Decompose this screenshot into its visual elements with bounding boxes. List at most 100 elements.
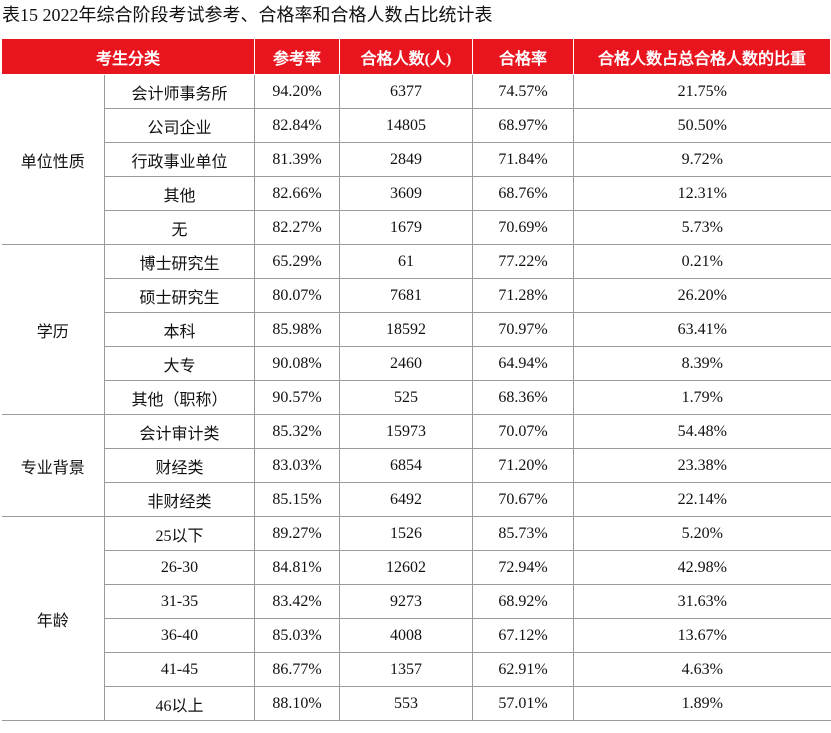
table-row: 行政事业单位 81.39% 2849 71.84% 9.72% xyxy=(2,142,831,177)
pass-share: 63.41% xyxy=(573,312,831,347)
pass-rate: 74.57% xyxy=(472,74,575,109)
participation-rate: 65.29% xyxy=(254,244,341,279)
participation-rate: 83.03% xyxy=(254,448,341,483)
pass-count: 14805 xyxy=(339,108,474,143)
table-row: 学历 博士研究生 65.29% 61 77.22% 0.21% xyxy=(1,244,831,415)
table-row: 46以上 88.10% 553 57.01% 1.89% xyxy=(2,686,831,721)
pass-rate: 57.01% xyxy=(472,686,575,721)
header-row: 考生分类 参考率 合格人数(人) 合格率 合格人数占总合格人数的比重 xyxy=(0,38,831,75)
pass-rate: 64.94% xyxy=(472,346,575,381)
participation-rate: 81.39% xyxy=(254,142,341,177)
pass-count: 1679 xyxy=(339,210,474,245)
table-row: 其他 82.66% 3609 68.76% 12.31% xyxy=(2,176,831,211)
pass-share: 5.73% xyxy=(573,210,831,245)
row-label: 无 xyxy=(103,210,256,245)
participation-rate: 82.27% xyxy=(254,210,341,245)
pass-rate: 68.36% xyxy=(472,380,575,415)
pass-count: 9273 xyxy=(339,584,474,619)
pass-share: 31.63% xyxy=(573,584,831,619)
pass-count: 4008 xyxy=(339,618,474,653)
participation-rate: 84.81% xyxy=(254,550,341,585)
pass-count: 525 xyxy=(339,380,474,415)
table-row: 其他（职称） 90.57% 525 68.36% 1.79% xyxy=(2,380,831,415)
table-row: 本科 85.98% 18592 70.97% 63.41% xyxy=(2,312,831,347)
pass-count: 2460 xyxy=(339,346,474,381)
participation-rate: 86.77% xyxy=(254,652,341,687)
pass-share: 21.75% xyxy=(573,74,831,109)
participation-rate: 83.42% xyxy=(254,584,341,619)
column-header: 考生分类 xyxy=(0,38,256,75)
pass-count: 1526 xyxy=(339,516,474,551)
table-row: 无 82.27% 1679 70.69% 5.73% xyxy=(2,210,831,245)
group-label: 专业背景 xyxy=(1,414,105,517)
pass-share: 4.63% xyxy=(573,652,831,687)
column-header: 合格人数(人) xyxy=(339,38,474,75)
participation-rate: 90.08% xyxy=(254,346,341,381)
row-label: 25以下 xyxy=(103,516,256,551)
row-label: 46以上 xyxy=(103,686,256,721)
pass-rate: 77.22% xyxy=(472,244,575,279)
participation-rate: 88.10% xyxy=(254,686,341,721)
row-label: 会计师事务所 xyxy=(103,74,256,109)
table-row: 41-45 86.77% 1357 62.91% 4.63% xyxy=(2,652,831,687)
pass-share: 1.79% xyxy=(573,380,831,415)
pass-rate: 68.92% xyxy=(472,584,575,619)
row-label: 36-40 xyxy=(103,618,256,653)
pass-rate: 71.84% xyxy=(472,142,575,177)
row-label: 31-35 xyxy=(103,584,256,619)
pass-share: 5.20% xyxy=(573,516,831,551)
row-label: 非财经类 xyxy=(103,482,256,517)
pass-count: 18592 xyxy=(339,312,474,347)
group-label: 单位性质 xyxy=(1,74,105,245)
row-label: 本科 xyxy=(103,312,256,347)
pass-share: 8.39% xyxy=(573,346,831,381)
pass-count: 15973 xyxy=(339,414,474,449)
participation-rate: 82.84% xyxy=(254,108,341,143)
participation-rate: 89.27% xyxy=(254,516,341,551)
pass-share: 1.89% xyxy=(573,686,831,721)
column-header: 参考率 xyxy=(254,38,341,75)
column-header: 合格率 xyxy=(472,38,575,75)
row-label: 会计审计类 xyxy=(103,414,256,449)
participation-rate: 85.15% xyxy=(254,482,341,517)
participation-rate: 90.57% xyxy=(254,380,341,415)
table-row: 31-35 83.42% 9273 68.92% 31.63% xyxy=(2,584,831,619)
pass-rate: 70.67% xyxy=(472,482,575,517)
pass-count: 553 xyxy=(339,686,474,721)
pass-share: 54.48% xyxy=(573,414,831,449)
pass-count: 7681 xyxy=(339,278,474,313)
participation-rate: 82.66% xyxy=(254,176,341,211)
row-label: 41-45 xyxy=(103,652,256,687)
group-label: 学历 xyxy=(1,244,105,415)
participation-rate: 80.07% xyxy=(254,278,341,313)
pass-count: 6492 xyxy=(339,482,474,517)
pass-rate: 62.91% xyxy=(472,652,575,687)
row-label: 硕士研究生 xyxy=(103,278,256,313)
participation-rate: 85.32% xyxy=(254,414,341,449)
pass-share: 0.21% xyxy=(573,244,831,279)
column-header: 合格人数占总合格人数的比重 xyxy=(573,38,831,75)
table-row: 36-40 85.03% 4008 67.12% 13.67% xyxy=(2,618,831,653)
participation-rate: 94.20% xyxy=(254,74,341,109)
pass-rate: 71.20% xyxy=(472,448,575,483)
row-label: 大专 xyxy=(103,346,256,381)
pass-count: 6377 xyxy=(339,74,474,109)
pass-rate: 85.73% xyxy=(472,516,575,551)
pass-rate: 72.94% xyxy=(472,550,575,585)
table-row: 公司企业 82.84% 14805 68.97% 50.50% xyxy=(2,108,831,143)
table-body: 单位性质 会计师事务所 94.20% 6377 74.57% 21.75% 公司企业 82.8… xyxy=(1,74,831,721)
row-label: 26-30 xyxy=(103,550,256,585)
participation-rate: 85.03% xyxy=(254,618,341,653)
table-row: 财经类 83.03% 6854 71.20% 23.38% xyxy=(2,448,831,483)
pass-count: 6854 xyxy=(339,448,474,483)
table-row: 年龄 25以下 89.27% 1526 85.73% 5.20% xyxy=(1,516,831,721)
pass-share: 9.72% xyxy=(573,142,831,177)
pass-rate: 70.69% xyxy=(472,210,575,245)
pass-count: 3609 xyxy=(339,176,474,211)
pass-count: 12602 xyxy=(339,550,474,585)
table-row: 大专 90.08% 2460 64.94% 8.39% xyxy=(2,346,831,381)
stats-table: 考生分类 参考率 合格人数(人) 合格率 合格人数占总合格人数的比重 单位性质 会计师事务… xyxy=(0,38,831,721)
row-label: 公司企业 xyxy=(103,108,256,143)
